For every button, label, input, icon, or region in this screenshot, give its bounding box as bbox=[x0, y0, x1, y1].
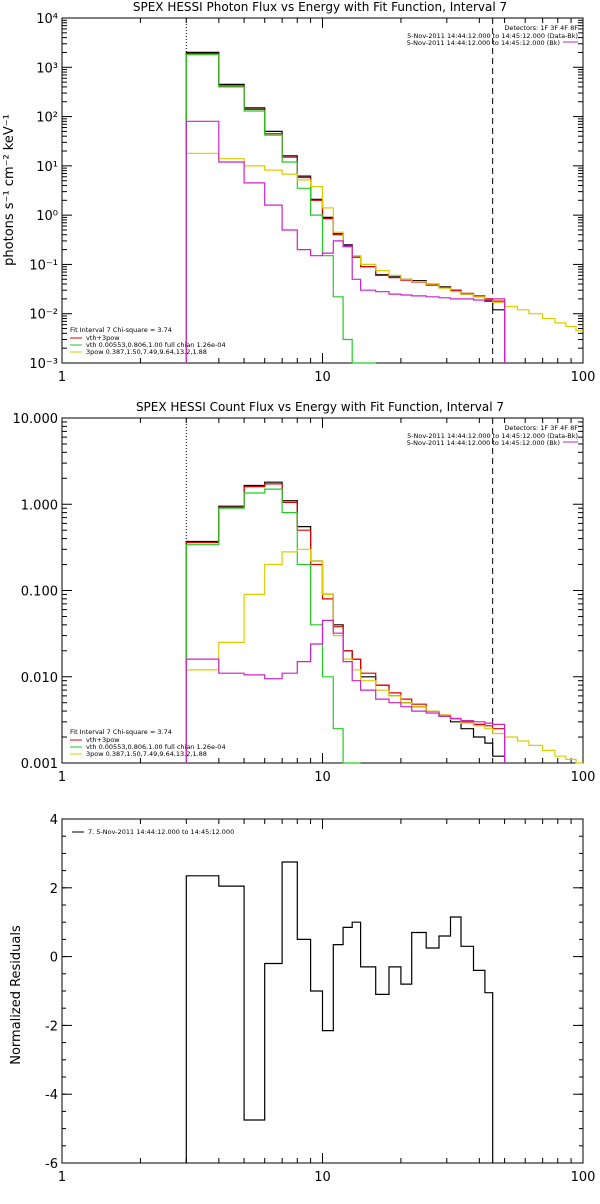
panel2-series-vth-3pow bbox=[185, 483, 506, 763]
panel-residuals: Normalized Residuals 7. 5-Nov-2011 14:44… bbox=[9, 828, 234, 1065]
panel1-series-bk bbox=[185, 120, 506, 363]
panel3-xtick-label: 1 bbox=[58, 1170, 66, 1185]
panel1-series-vth bbox=[185, 54, 376, 364]
panel3-ytick-label: 0 bbox=[50, 951, 58, 966]
panel1-ytick-label: 10¹ bbox=[36, 160, 58, 175]
panel3-legend-label: 7. 5-Nov-2011 14:44:12.000 to 14:45:12.0… bbox=[88, 828, 234, 836]
panel1-legend: Fit Interval 7 Chi-square = 3.74 vth+3po… bbox=[70, 326, 226, 356]
panel1-series-vth-3pow bbox=[185, 52, 506, 363]
panel1-series-data-bk bbox=[185, 51, 506, 363]
panel2-legend-fit: Fit Interval 7 Chi-square = 3.74 bbox=[70, 728, 172, 736]
panel1-xtick-label: 10 bbox=[314, 370, 331, 385]
panel3-xtick-label: 100 bbox=[571, 1170, 596, 1185]
panel1-header-line-2: 5-Nov-2011 14:44:12.000 to 14:45:12.000 … bbox=[407, 32, 578, 40]
panel2-header-line-2: 5-Nov-2011 14:44:12.000 to 14:45:12.000 … bbox=[407, 432, 578, 440]
panel3-ylabel: Normalized Residuals bbox=[9, 925, 24, 1065]
panel2-header-line-1: Detectors: 1F 3F 4F 8F bbox=[504, 424, 578, 432]
panel1-ytick-label: 10⁻³ bbox=[29, 357, 58, 372]
panel1-ylabel: photons s⁻¹ cm⁻² keV⁻¹ bbox=[2, 114, 17, 266]
panel2-ytick-label: 0.010 bbox=[21, 671, 58, 686]
panel1-ytick-label: 10⁻¹ bbox=[29, 258, 58, 273]
panel1-ytick-label: 10⁴ bbox=[36, 12, 58, 27]
panel1-title: SPEX HESSI Photon Flux vs Energy with Fi… bbox=[133, 0, 507, 14]
panel1-xtick-label: 1 bbox=[58, 370, 66, 385]
panel2-ytick-label: 0.001 bbox=[21, 757, 58, 772]
panel1-ytick-label: 10⁰ bbox=[36, 209, 58, 224]
panel2-plot-area: 1 10 100 0.001 0.010 0.100 1.000 10.000 bbox=[13, 412, 596, 785]
panel3-series-7-5-nov-2011-14-44-12-000-to-14-45-12-000 bbox=[185, 861, 494, 1163]
panel2-series-3pow bbox=[185, 548, 583, 764]
panel-photon-flux: SPEX HESSI Photon Flux vs Energy with Fi… bbox=[2, 0, 578, 356]
panel1-plot-area: 1 10 100 10⁻³ 10⁻² 10⁻¹ 10⁰ 10¹ 10² 10³ 10⁴ bbox=[29, 12, 595, 385]
panel1-legend-vth: vth 0.00553,0.806,1.00 full chian 1.26e-… bbox=[86, 341, 226, 349]
panel1-header: Detectors: 1F 3F 4F 8F 5-Nov-2011 14:44:… bbox=[407, 24, 579, 47]
panel1-xtick-label: 100 bbox=[571, 370, 596, 385]
panel2-ytick-label: 1.000 bbox=[21, 498, 58, 513]
panel2-series-vth bbox=[185, 488, 361, 764]
panel2-xtick-label: 1 bbox=[58, 770, 66, 785]
panel2-title: SPEX HESSI Count Flux vs Energy with Fit… bbox=[136, 400, 504, 414]
panel2-legend: Fit Interval 7 Chi-square = 3.74 vth+3po… bbox=[70, 728, 226, 758]
panel1-legend-3pow: 3pow 0.387,1.50,7.49,9.64,13.2,1.88 bbox=[86, 348, 207, 356]
panel2-legend-vth: vth 0.00553,0.806,1.00 full chian 1.26e-… bbox=[86, 743, 226, 751]
panel2-legend-3pow: 3pow 0.387,1.50,7.49,9.64,13.2,1.88 bbox=[86, 750, 207, 758]
panel-count-flux: SPEX HESSI Count Flux vs Energy with Fit… bbox=[70, 400, 578, 758]
panel2-series-bk bbox=[185, 619, 506, 763]
panel3-ytick-label: 2 bbox=[50, 882, 58, 897]
panel1-series-3pow bbox=[185, 152, 583, 363]
panel2-header: Detectors: 1F 3F 4F 8F 5-Nov-2011 14:44:… bbox=[407, 424, 579, 447]
panel3-xtick-label: 10 bbox=[314, 1170, 331, 1185]
panel3-ytick-label: -2 bbox=[45, 1019, 58, 1034]
panel2-ytick-label: 0.100 bbox=[21, 585, 58, 600]
panel3-plot-area: 1 10 100 -6 -4 -2 0 2 4 bbox=[45, 813, 595, 1185]
panel2-xtick-label: 100 bbox=[571, 770, 596, 785]
panel2-ytick-label: 10.000 bbox=[13, 412, 59, 427]
panel1-header-line-1: Detectors: 1F 3F 4F 8F bbox=[504, 24, 578, 32]
panel1-ytick-label: 10³ bbox=[36, 61, 58, 76]
panel3-ytick-label: -6 bbox=[45, 1157, 58, 1172]
panel2-xtick-label: 10 bbox=[314, 770, 331, 785]
panel2-series-data-bk bbox=[185, 481, 506, 763]
panel3-ytick-label: -4 bbox=[45, 1088, 58, 1103]
panel1-legend-total: vth+3pow bbox=[86, 334, 120, 342]
panel1-legend-fit: Fit Interval 7 Chi-square = 3.74 bbox=[70, 326, 172, 334]
panel2-header-line-3: 5-Nov-2011 14:44:12.000 to 14:45:12.000 … bbox=[407, 439, 560, 447]
panel1-header-line-3: 5-Nov-2011 14:44:12.000 to 14:45:12.000 … bbox=[407, 39, 560, 47]
panel1-ytick-label: 10² bbox=[36, 111, 58, 126]
panel2-legend-total: vth+3pow bbox=[86, 736, 120, 744]
panel1-ytick-label: 10⁻² bbox=[29, 308, 58, 323]
panel3-ytick-label: 4 bbox=[50, 813, 58, 828]
panel3-legend: 7. 5-Nov-2011 14:44:12.000 to 14:45:12.0… bbox=[72, 828, 234, 836]
